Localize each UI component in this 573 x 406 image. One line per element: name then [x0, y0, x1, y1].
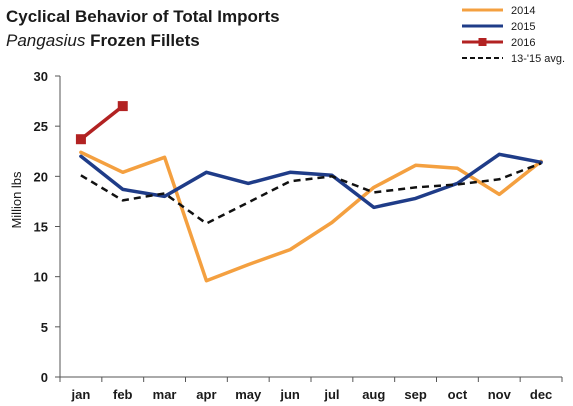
y-tick-label: 30 [34, 69, 48, 84]
x-tick-label: nov [488, 387, 512, 402]
x-tick-label: mar [153, 387, 177, 402]
legend: 2014 2015 2016 13-'15 avg. [462, 5, 565, 65]
legend-label: 2016 [511, 37, 535, 49]
legend-marker [478, 38, 487, 46]
legend-label: 2015 [511, 21, 535, 33]
y-axis-title: Million lbs [9, 171, 24, 229]
y-ticks: 0 5 10 15 20 25 30 [34, 69, 60, 385]
x-tick-label: oct [448, 387, 468, 402]
series-line-13-15-avg [80, 162, 542, 225]
y-tick-label: 25 [34, 119, 48, 134]
x-tick-label: jun [279, 387, 300, 402]
chart-subtitle-italic: Pangasius [6, 31, 86, 50]
x-tick-label: sep [404, 387, 426, 402]
x-tick-label: may [235, 387, 262, 402]
y-tick-label: 5 [41, 320, 48, 335]
chart-title: Cyclical Behavior of Total Imports [6, 7, 280, 26]
y-tick-label: 15 [34, 220, 48, 235]
data-point-marker [75, 134, 86, 145]
series-line-2014 [79, 150, 543, 283]
y-tick-label: 0 [41, 370, 48, 385]
y-tick-label: 20 [34, 169, 48, 184]
data-point-marker [117, 101, 128, 112]
series-line-2016 [79, 104, 125, 141]
chart-subtitle-rest: Frozen Fillets [85, 31, 199, 50]
x-ticks: jan feb mar apr may jun jul aug sep oct nov dec [59, 377, 563, 402]
x-tick-label: dec [530, 387, 552, 402]
y-tick-label: 10 [34, 270, 48, 285]
x-tick-label: jul [323, 387, 339, 402]
legend-label: 2014 [511, 5, 535, 17]
x-tick-label: apr [196, 387, 216, 402]
legend-label: 13-'15 avg. [511, 53, 565, 65]
series-lines [75, 101, 543, 283]
x-tick-label: feb [113, 387, 133, 402]
x-tick-label: aug [362, 387, 385, 402]
chart-subtitle: Pangasius Frozen Fillets [6, 31, 200, 50]
x-tick-label: jan [71, 387, 91, 402]
